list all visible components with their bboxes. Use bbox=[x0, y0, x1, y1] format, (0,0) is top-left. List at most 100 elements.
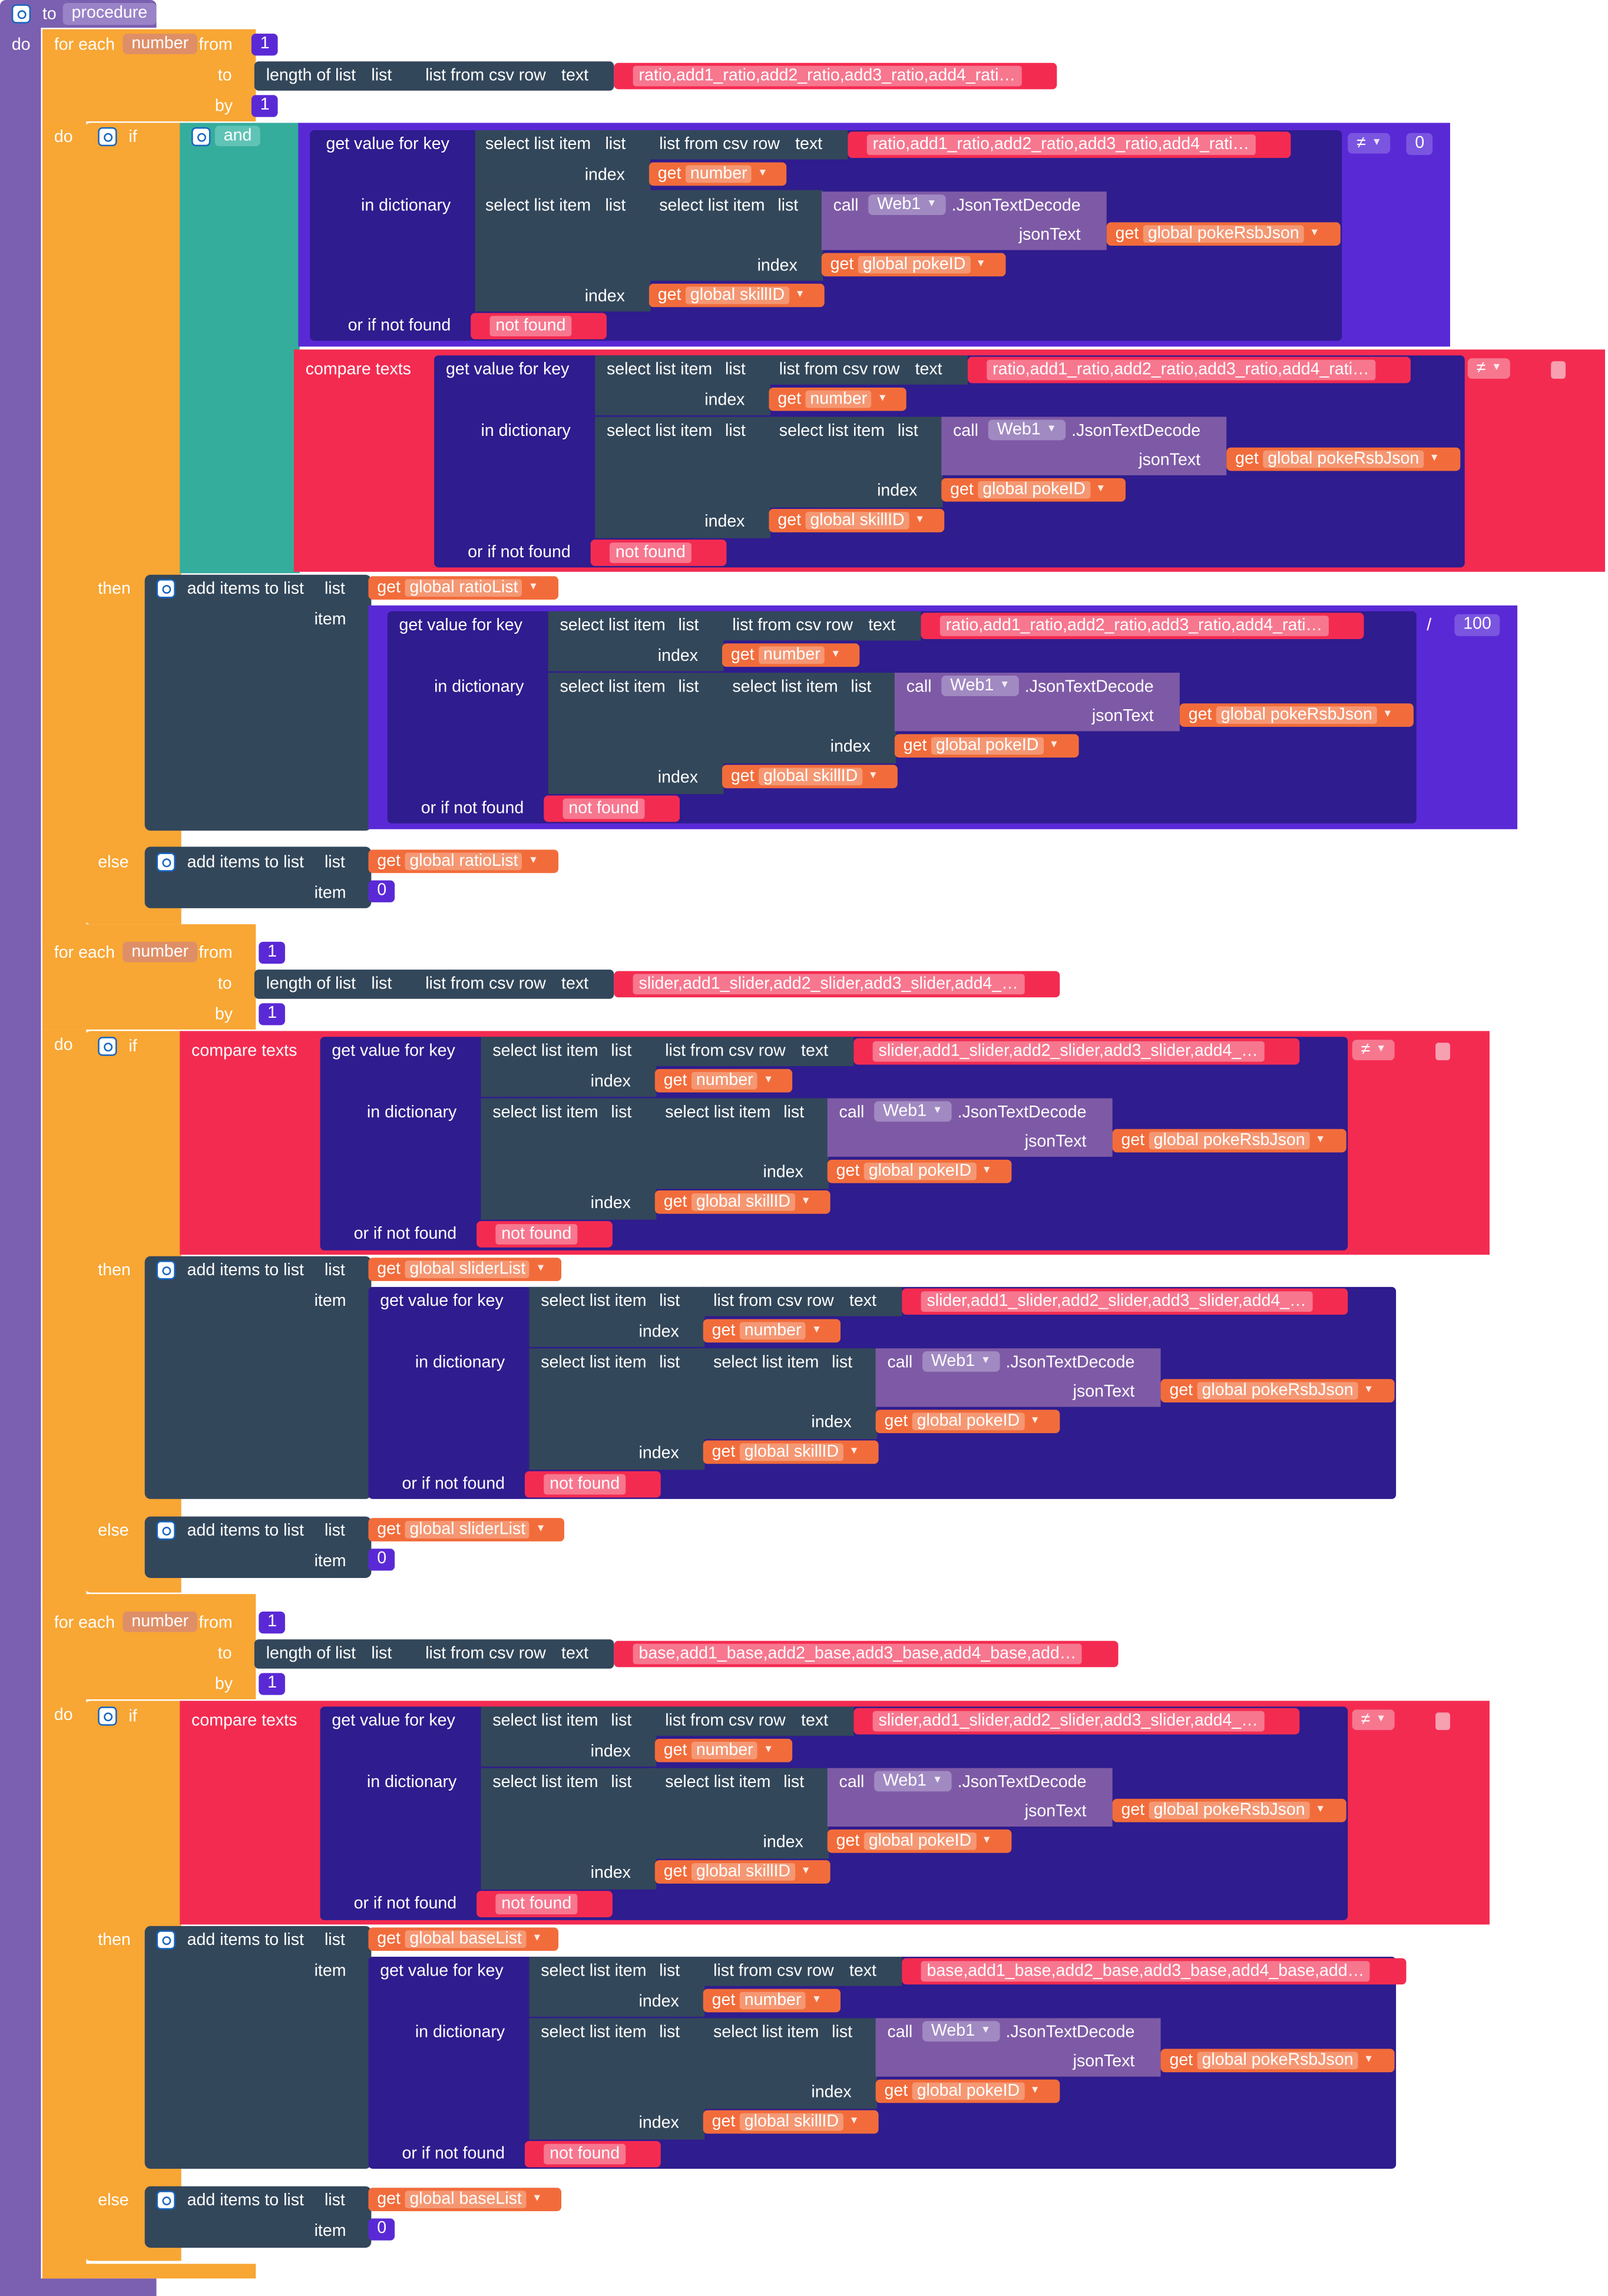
get-variable[interactable]: get global skillID ▼ bbox=[703, 2110, 879, 2134]
get-variable[interactable]: get global baseList ▼ bbox=[368, 1927, 559, 1951]
select-list-item-block[interactable] bbox=[481, 1768, 657, 1890]
add-items-block[interactable] bbox=[144, 2186, 372, 2248]
csv-row-block[interactable] bbox=[767, 355, 968, 385]
get-variable[interactable]: get global pokeRsbJson ▼ bbox=[1112, 1798, 1346, 1822]
get-variable[interactable]: get global skillID ▼ bbox=[769, 509, 945, 532]
get-variable[interactable]: get global ratioList ▼ bbox=[368, 576, 559, 600]
procedure-name-field[interactable]: procedure bbox=[62, 2, 157, 25]
empty-text-value[interactable] bbox=[1435, 1712, 1450, 1731]
select-list-item-block[interactable] bbox=[481, 1098, 657, 1220]
add-items-block[interactable] bbox=[144, 574, 372, 831]
number-block[interactable]: 0 bbox=[368, 1549, 396, 1571]
gear-icon[interactable] bbox=[156, 1261, 176, 1280]
number-block[interactable]: 1 bbox=[259, 941, 286, 964]
get-variable[interactable]: get global pokeRsbJson ▼ bbox=[1179, 703, 1414, 727]
get-variable[interactable]: get global pokeID ▼ bbox=[827, 1829, 1012, 1853]
gear-icon[interactable] bbox=[156, 1521, 176, 1540]
get-variable[interactable]: get global pokeRsbJson ▼ bbox=[1160, 1379, 1395, 1403]
loop-variable[interactable]: number bbox=[123, 34, 198, 54]
select-list-item-block[interactable] bbox=[475, 130, 651, 190]
get-variable[interactable]: get global baseList ▼ bbox=[368, 2188, 562, 2211]
select-list-item-block[interactable] bbox=[595, 355, 770, 416]
number-block[interactable]: 0 bbox=[1406, 133, 1434, 156]
get-variable[interactable]: get global sliderList ▼ bbox=[368, 1258, 562, 1281]
component-dropdown[interactable]: Web1 ▼ bbox=[922, 1351, 1000, 1372]
not-found-text[interactable]: not found bbox=[544, 1474, 626, 1495]
component-dropdown[interactable]: Web1 ▼ bbox=[874, 1771, 952, 1792]
select-list-item-block[interactable] bbox=[647, 190, 823, 281]
csv-row-block[interactable] bbox=[647, 130, 848, 160]
and-dropdown[interactable]: and bbox=[214, 125, 261, 147]
length-of-list-block[interactable] bbox=[254, 970, 614, 999]
empty-text-value[interactable] bbox=[1551, 361, 1566, 379]
text-value[interactable]: ratio,add1_ratio,add2_ratio,add3_ratio,a… bbox=[939, 616, 1329, 637]
get-variable[interactable]: get number ▼ bbox=[649, 162, 787, 186]
gear-icon[interactable] bbox=[156, 1930, 176, 1950]
component-dropdown[interactable]: Web1 ▼ bbox=[988, 419, 1066, 441]
text-value[interactable]: base,add1_base,add2_base,add3_base,add4_… bbox=[633, 1643, 1083, 1665]
not-found-text[interactable]: not found bbox=[563, 798, 645, 819]
get-variable[interactable]: get global pokeID ▼ bbox=[875, 1410, 1060, 1434]
number-block[interactable]: 100 bbox=[1454, 614, 1500, 637]
text-value[interactable]: slider,add1_slider,add2_slider,add3_slid… bbox=[633, 974, 1024, 995]
select-list-item-block[interactable] bbox=[529, 1286, 705, 1347]
get-variable[interactable]: get global pokeID ▼ bbox=[894, 734, 1079, 758]
select-list-item-block[interactable] bbox=[529, 1348, 705, 1470]
get-variable[interactable]: get number ▼ bbox=[722, 643, 860, 667]
get-variable[interactable]: get number ▼ bbox=[654, 1739, 793, 1762]
csv-row-block[interactable] bbox=[702, 1956, 902, 1986]
not-found-text[interactable]: not found bbox=[495, 1224, 578, 1245]
csv-row-block[interactable] bbox=[720, 611, 921, 641]
csv-row-block[interactable] bbox=[653, 1037, 854, 1066]
loop-variable[interactable]: number bbox=[123, 1612, 198, 1632]
select-list-item-block[interactable] bbox=[720, 673, 896, 764]
not-found-text[interactable]: not found bbox=[489, 316, 572, 337]
number-block[interactable]: 0 bbox=[368, 2218, 396, 2241]
text-value[interactable]: base,add1_base,add2_base,add3_base,add4_… bbox=[921, 1961, 1371, 1982]
number-block[interactable]: 1 bbox=[259, 1003, 286, 1025]
get-variable[interactable]: get global skillID ▼ bbox=[703, 1440, 879, 1464]
get-variable[interactable]: get number ▼ bbox=[769, 387, 906, 411]
component-dropdown[interactable]: Web1 ▼ bbox=[922, 2021, 1000, 2042]
text-value[interactable]: slider,add1_slider,add2_slider,add3_slid… bbox=[872, 1041, 1264, 1062]
get-variable[interactable]: get number ▼ bbox=[654, 1068, 793, 1093]
select-list-item-block[interactable] bbox=[595, 416, 770, 538]
csv-row-block[interactable] bbox=[702, 1286, 902, 1316]
get-variable[interactable]: get global pokeID ▼ bbox=[875, 2079, 1060, 2103]
select-list-item-block[interactable] bbox=[767, 416, 943, 508]
get-variable[interactable]: get global pokeRsbJson ▼ bbox=[1160, 2049, 1395, 2073]
text-value[interactable]: slider,add1_slider,add2_slider,add3_slid… bbox=[921, 1291, 1312, 1312]
gear-icon[interactable] bbox=[156, 579, 176, 598]
number-block[interactable]: 1 bbox=[251, 34, 279, 56]
text-value[interactable]: slider,add1_slider,add2_slider,add3_slid… bbox=[872, 1711, 1264, 1732]
add-items-block[interactable] bbox=[144, 1256, 372, 1499]
add-items-block[interactable] bbox=[144, 1516, 372, 1578]
get-variable[interactable]: get global pokeRsbJson ▼ bbox=[1112, 1129, 1346, 1153]
loop-variable[interactable]: number bbox=[123, 941, 198, 962]
get-variable[interactable]: get global skillID ▼ bbox=[722, 765, 898, 789]
not-found-text[interactable]: not found bbox=[495, 1894, 578, 1914]
gear-icon[interactable] bbox=[98, 1037, 117, 1056]
and-block[interactable] bbox=[180, 123, 300, 574]
get-variable[interactable]: get global pokeID ▼ bbox=[827, 1159, 1012, 1183]
not-found-text[interactable]: not found bbox=[609, 542, 691, 563]
select-list-item-block[interactable] bbox=[702, 2018, 878, 2109]
get-variable[interactable]: get global pokeID ▼ bbox=[821, 253, 1006, 277]
add-items-block[interactable] bbox=[144, 846, 372, 908]
length-of-list-block[interactable] bbox=[254, 1639, 614, 1669]
select-list-item-block[interactable] bbox=[702, 1348, 878, 1440]
not-found-text[interactable]: not found bbox=[544, 2143, 626, 2165]
get-variable[interactable]: get global pokeID ▼ bbox=[941, 478, 1126, 502]
select-list-item-block[interactable] bbox=[548, 611, 724, 671]
get-variable[interactable]: get number ▼ bbox=[703, 1989, 841, 2013]
select-list-item-block[interactable] bbox=[529, 2018, 705, 2140]
text-value[interactable]: ratio,add1_ratio,add2_ratio,add3_ratio,a… bbox=[866, 134, 1256, 156]
select-list-item-block[interactable] bbox=[529, 1956, 705, 2017]
gear-icon[interactable] bbox=[156, 2191, 176, 2210]
gear-icon[interactable] bbox=[98, 1706, 117, 1726]
text-value[interactable]: ratio,add1_ratio,add2_ratio,add3_ratio,a… bbox=[987, 359, 1375, 381]
get-variable[interactable]: get global ratioList ▼ bbox=[368, 849, 559, 874]
empty-text-value[interactable] bbox=[1435, 1043, 1450, 1061]
get-variable[interactable]: get global skillID ▼ bbox=[654, 1860, 831, 1884]
number-block[interactable]: 1 bbox=[251, 95, 279, 117]
